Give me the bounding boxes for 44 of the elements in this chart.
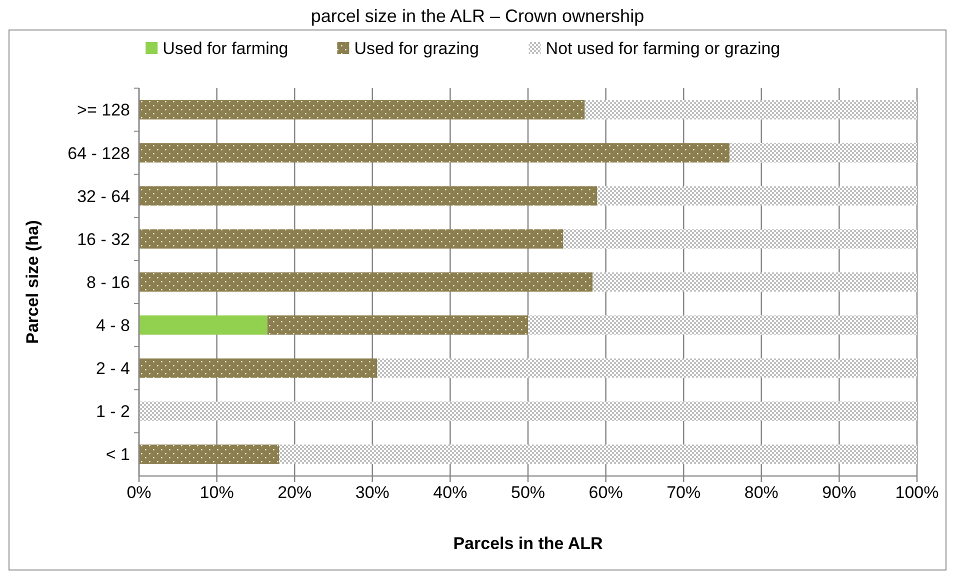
x-tick-label: 60% — [588, 483, 623, 502]
bar — [377, 358, 917, 378]
x-tick-label: 90% — [822, 483, 856, 502]
x-tick-label: 0% — [126, 483, 152, 502]
bar — [139, 186, 598, 206]
x-tick-label: 80% — [744, 483, 778, 502]
bar — [528, 315, 917, 335]
bar — [139, 444, 280, 464]
x-tick-label: 20% — [278, 483, 312, 502]
x-tick-label: 100% — [895, 483, 939, 502]
y-tick-label: 4 - 8 — [96, 316, 130, 336]
bar — [267, 315, 528, 335]
y-tick-label: 32 - 64 — [77, 186, 130, 206]
y-tick-label: 1 - 2 — [96, 402, 130, 422]
legend-label: Used for grazing — [354, 38, 479, 58]
y-tick-label: >= 128 — [77, 100, 130, 120]
bar — [592, 272, 917, 292]
bar — [597, 186, 917, 206]
bar — [279, 444, 917, 464]
bar — [139, 272, 593, 292]
y-axis-title: Parcel size (ha) — [23, 220, 42, 344]
legend-label: Used for farming — [162, 38, 288, 58]
bar — [139, 100, 585, 120]
bar — [563, 229, 917, 249]
y-tick-label: 2 - 4 — [96, 359, 130, 378]
bar — [139, 358, 378, 378]
bar — [730, 143, 917, 162]
x-axis-title: Parcels in the ALR — [453, 534, 603, 553]
x-tick-label: 40% — [433, 483, 468, 502]
x-tick-label: 10% — [200, 483, 234, 502]
y-tick-label: 64 - 128 — [68, 144, 130, 163]
bar — [139, 402, 917, 421]
bar — [584, 100, 917, 120]
bar — [139, 315, 268, 335]
y-tick-label: < 1 — [106, 445, 130, 464]
x-tick-label: 50% — [510, 483, 546, 502]
bar — [139, 229, 564, 249]
legend-label: Not used for farming or grazing — [546, 38, 780, 58]
y-tick-label: 16 - 32 — [77, 230, 130, 249]
x-tick-label: 30% — [355, 483, 390, 502]
bar — [139, 143, 730, 162]
y-tick-label: 8 - 16 — [86, 272, 130, 292]
chart-title: parcel size in the ALR – Crown ownership — [310, 6, 644, 26]
x-tick-label: 70% — [666, 483, 701, 502]
